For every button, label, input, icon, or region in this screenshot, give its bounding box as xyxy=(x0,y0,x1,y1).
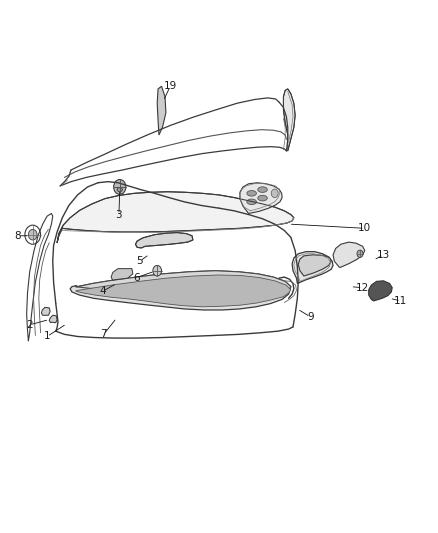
Text: 8: 8 xyxy=(14,231,21,241)
Polygon shape xyxy=(49,316,57,322)
Text: 13: 13 xyxy=(377,250,390,260)
Text: 6: 6 xyxy=(133,273,140,282)
Polygon shape xyxy=(283,89,295,151)
Text: 10: 10 xyxy=(358,223,371,233)
Polygon shape xyxy=(75,275,291,307)
Polygon shape xyxy=(240,183,282,214)
Ellipse shape xyxy=(258,187,267,192)
Polygon shape xyxy=(70,271,291,310)
Ellipse shape xyxy=(247,190,256,196)
Circle shape xyxy=(28,229,37,240)
Text: 5: 5 xyxy=(137,256,143,266)
Ellipse shape xyxy=(247,199,256,205)
Ellipse shape xyxy=(258,195,267,201)
Text: 4: 4 xyxy=(99,286,106,296)
Text: 11: 11 xyxy=(394,296,407,306)
Text: 9: 9 xyxy=(307,312,314,322)
Polygon shape xyxy=(369,281,392,301)
Circle shape xyxy=(114,180,126,195)
Polygon shape xyxy=(57,192,294,243)
Polygon shape xyxy=(298,255,331,276)
Text: 19: 19 xyxy=(164,81,177,91)
Circle shape xyxy=(357,250,363,257)
Polygon shape xyxy=(292,252,333,284)
Text: 3: 3 xyxy=(116,209,122,220)
Text: 1: 1 xyxy=(44,332,50,342)
Polygon shape xyxy=(42,308,50,316)
Text: 2: 2 xyxy=(26,320,33,330)
Polygon shape xyxy=(333,242,365,268)
Circle shape xyxy=(153,265,162,276)
Text: 12: 12 xyxy=(356,282,369,293)
Polygon shape xyxy=(75,271,291,300)
Polygon shape xyxy=(135,232,193,248)
Ellipse shape xyxy=(117,188,122,192)
Polygon shape xyxy=(111,269,133,280)
Polygon shape xyxy=(157,86,166,135)
Circle shape xyxy=(271,189,278,198)
Text: 7: 7 xyxy=(100,329,107,340)
